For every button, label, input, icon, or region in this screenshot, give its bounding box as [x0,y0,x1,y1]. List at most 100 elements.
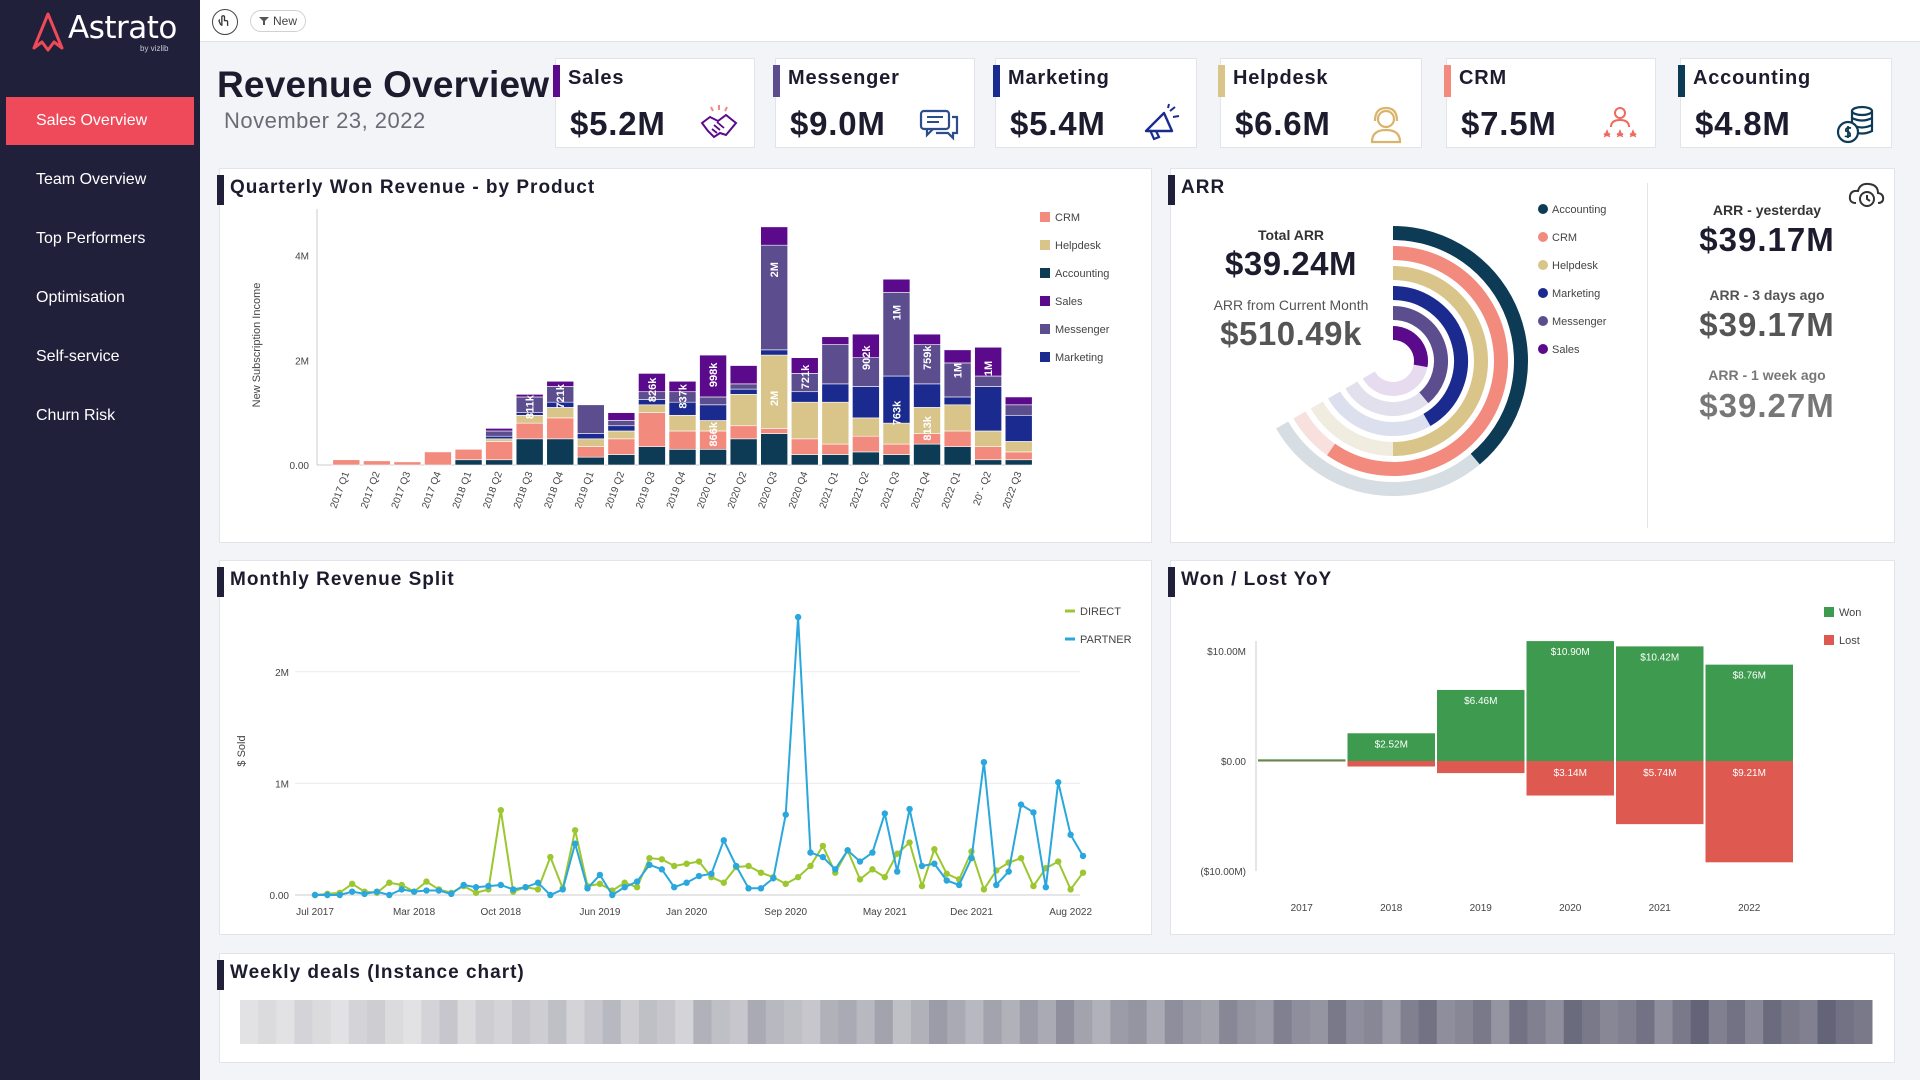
legend-swatch [1824,607,1834,617]
bar-segment [852,435,880,453]
data-point [348,888,356,895]
heat-cell [657,1000,676,1044]
bar-segment [943,446,972,466]
sidebar-item-sales-overview[interactable]: Sales Overview [6,97,194,145]
bar-segment [943,396,972,406]
heat-cell [475,1000,495,1044]
kpi-card-marketing[interactable]: Marketing $5.4M [993,58,1197,148]
touch-mode-button[interactable] [212,9,238,35]
arr-ring [1392,226,1528,465]
kpi-label: Messenger [788,67,900,89]
won-data-label: $6.46M [1464,696,1497,707]
data-point [324,891,331,899]
heat-cell [258,1000,277,1044]
bar-segment [913,443,941,466]
bar-segment [729,425,758,440]
kpi-card-helpdesk[interactable]: Helpdesk $6.6M [1218,58,1422,148]
won-lost-bar-chart[interactable]: $10.00M $0.00 ($10.00M) 2017 $2.52M 2018 $6.46… [1171,561,1894,934]
arr-3-days-value: $39.17M [1699,306,1835,343]
legend-label: Marketing [1552,288,1600,300]
sidebar-item-churn-risk[interactable]: Churn Risk [36,407,116,424]
data-point [782,811,789,818]
legend-dot [1538,204,1548,214]
legend-dot [1538,260,1548,270]
monthly-line-chart[interactable]: 0.00 1M 2M $ Sold Jul 2017 Mar 2018 Oct 2018 Ju… [220,561,1151,934]
sidebar-item-team-overview[interactable]: Team Overview [36,171,147,188]
data-point [1005,868,1012,875]
heat-cell [910,1000,930,1044]
bar-segment [454,448,483,461]
y-tick-label: 0.00 [290,461,310,472]
bar-segment [546,380,575,387]
heat-cell [784,1000,803,1044]
heat-cell [312,1000,332,1044]
lost-data-label: $9.21M [1733,768,1766,779]
won-bar [1616,646,1704,761]
data-point [1067,886,1074,893]
y-tick-label: 0.00 [270,891,290,902]
bar-segment [454,459,483,466]
bar-segment [943,430,972,447]
heat-cell [1817,1000,1837,1044]
x-tick-label: Jul 2017 [296,907,334,918]
kpi-card-sales[interactable]: Sales $5.2M [553,58,755,148]
data-point [596,880,604,888]
bar-data-label: 902k [861,345,873,370]
legend-dot [1538,316,1548,326]
chat-icon [919,109,959,141]
x-tick-label: Oct 2018 [481,907,522,918]
data-point [596,871,604,879]
data-point [609,891,616,899]
data-point [373,888,381,895]
heat-cell [1400,1000,1420,1044]
bar-data-label: 759k [922,345,934,370]
bar-segment [729,365,758,385]
heat-cell [729,1000,749,1044]
bar-segment [821,383,850,403]
bar-segment [699,448,727,466]
kpi-card-accounting[interactable]: Accounting $4.8M [1678,58,1892,148]
data-point [633,878,641,885]
lost-data-label: $3.14M [1554,768,1587,779]
new-filter-button[interactable]: New [250,10,307,32]
sidebar-item-top-performers[interactable]: Top Performers [36,230,146,247]
hand-pointer-icon [218,15,229,26]
y-tick-label: $0.00 [1221,757,1246,768]
x-tick-label: 2019 [1470,903,1493,914]
won-data-label: $10.42M [1640,652,1679,663]
panel-won-lost-yoy: Won / Lost YoY $10.00M $0.00 ($10.00M) 2017… [1168,560,1895,935]
data-point [398,886,405,893]
data-point [856,858,864,865]
legend-label: Messenger [1055,324,1110,336]
heat-cell [1618,1000,1637,1044]
kpi-card-crm[interactable]: CRM $7.5M [1444,58,1656,148]
x-tick-label: Dec 2021 [950,907,993,918]
legend-swatch [1040,352,1050,362]
weekly-deals-heat-strip[interactable] [220,954,1894,1062]
x-tick-label: 2018 Q4 [543,470,567,510]
heat-cell [294,1000,314,1044]
data-point [658,856,666,863]
y-tick-label: $10.00M [1207,647,1246,658]
data-point [311,891,319,899]
arr-radial-chart[interactable]: Accounting CRM Helpdesk Marketing Messenger S… [1171,169,1894,542]
data-point [869,849,876,856]
cloud-history-icon[interactable] [1847,179,1885,211]
heat-cell [983,1000,1003,1044]
astrato-logo[interactable]: Astrato by vizlib [32,8,182,58]
bar-data-label: 1M [891,305,903,320]
kpi-card-messenger[interactable]: Messenger $9.0M [773,58,975,148]
x-tick-label: 2021 Q3 [879,470,903,510]
kpi-value: $4.8M [1695,105,1791,142]
arr-ring [1327,246,1508,476]
bar-segment [577,446,605,458]
bar-segment [882,443,911,455]
won-bar [1437,689,1525,761]
sidebar-item-optimisation[interactable]: Optimisation [36,289,125,306]
y-axis-label: New Subscription Income [251,283,263,408]
sidebar-item-self-service[interactable]: Self-service [36,348,120,365]
data-point [745,862,752,870]
sidebar: Astrato by vizlib Sales Overview Team Ov… [0,0,200,1080]
data-point [472,883,480,891]
